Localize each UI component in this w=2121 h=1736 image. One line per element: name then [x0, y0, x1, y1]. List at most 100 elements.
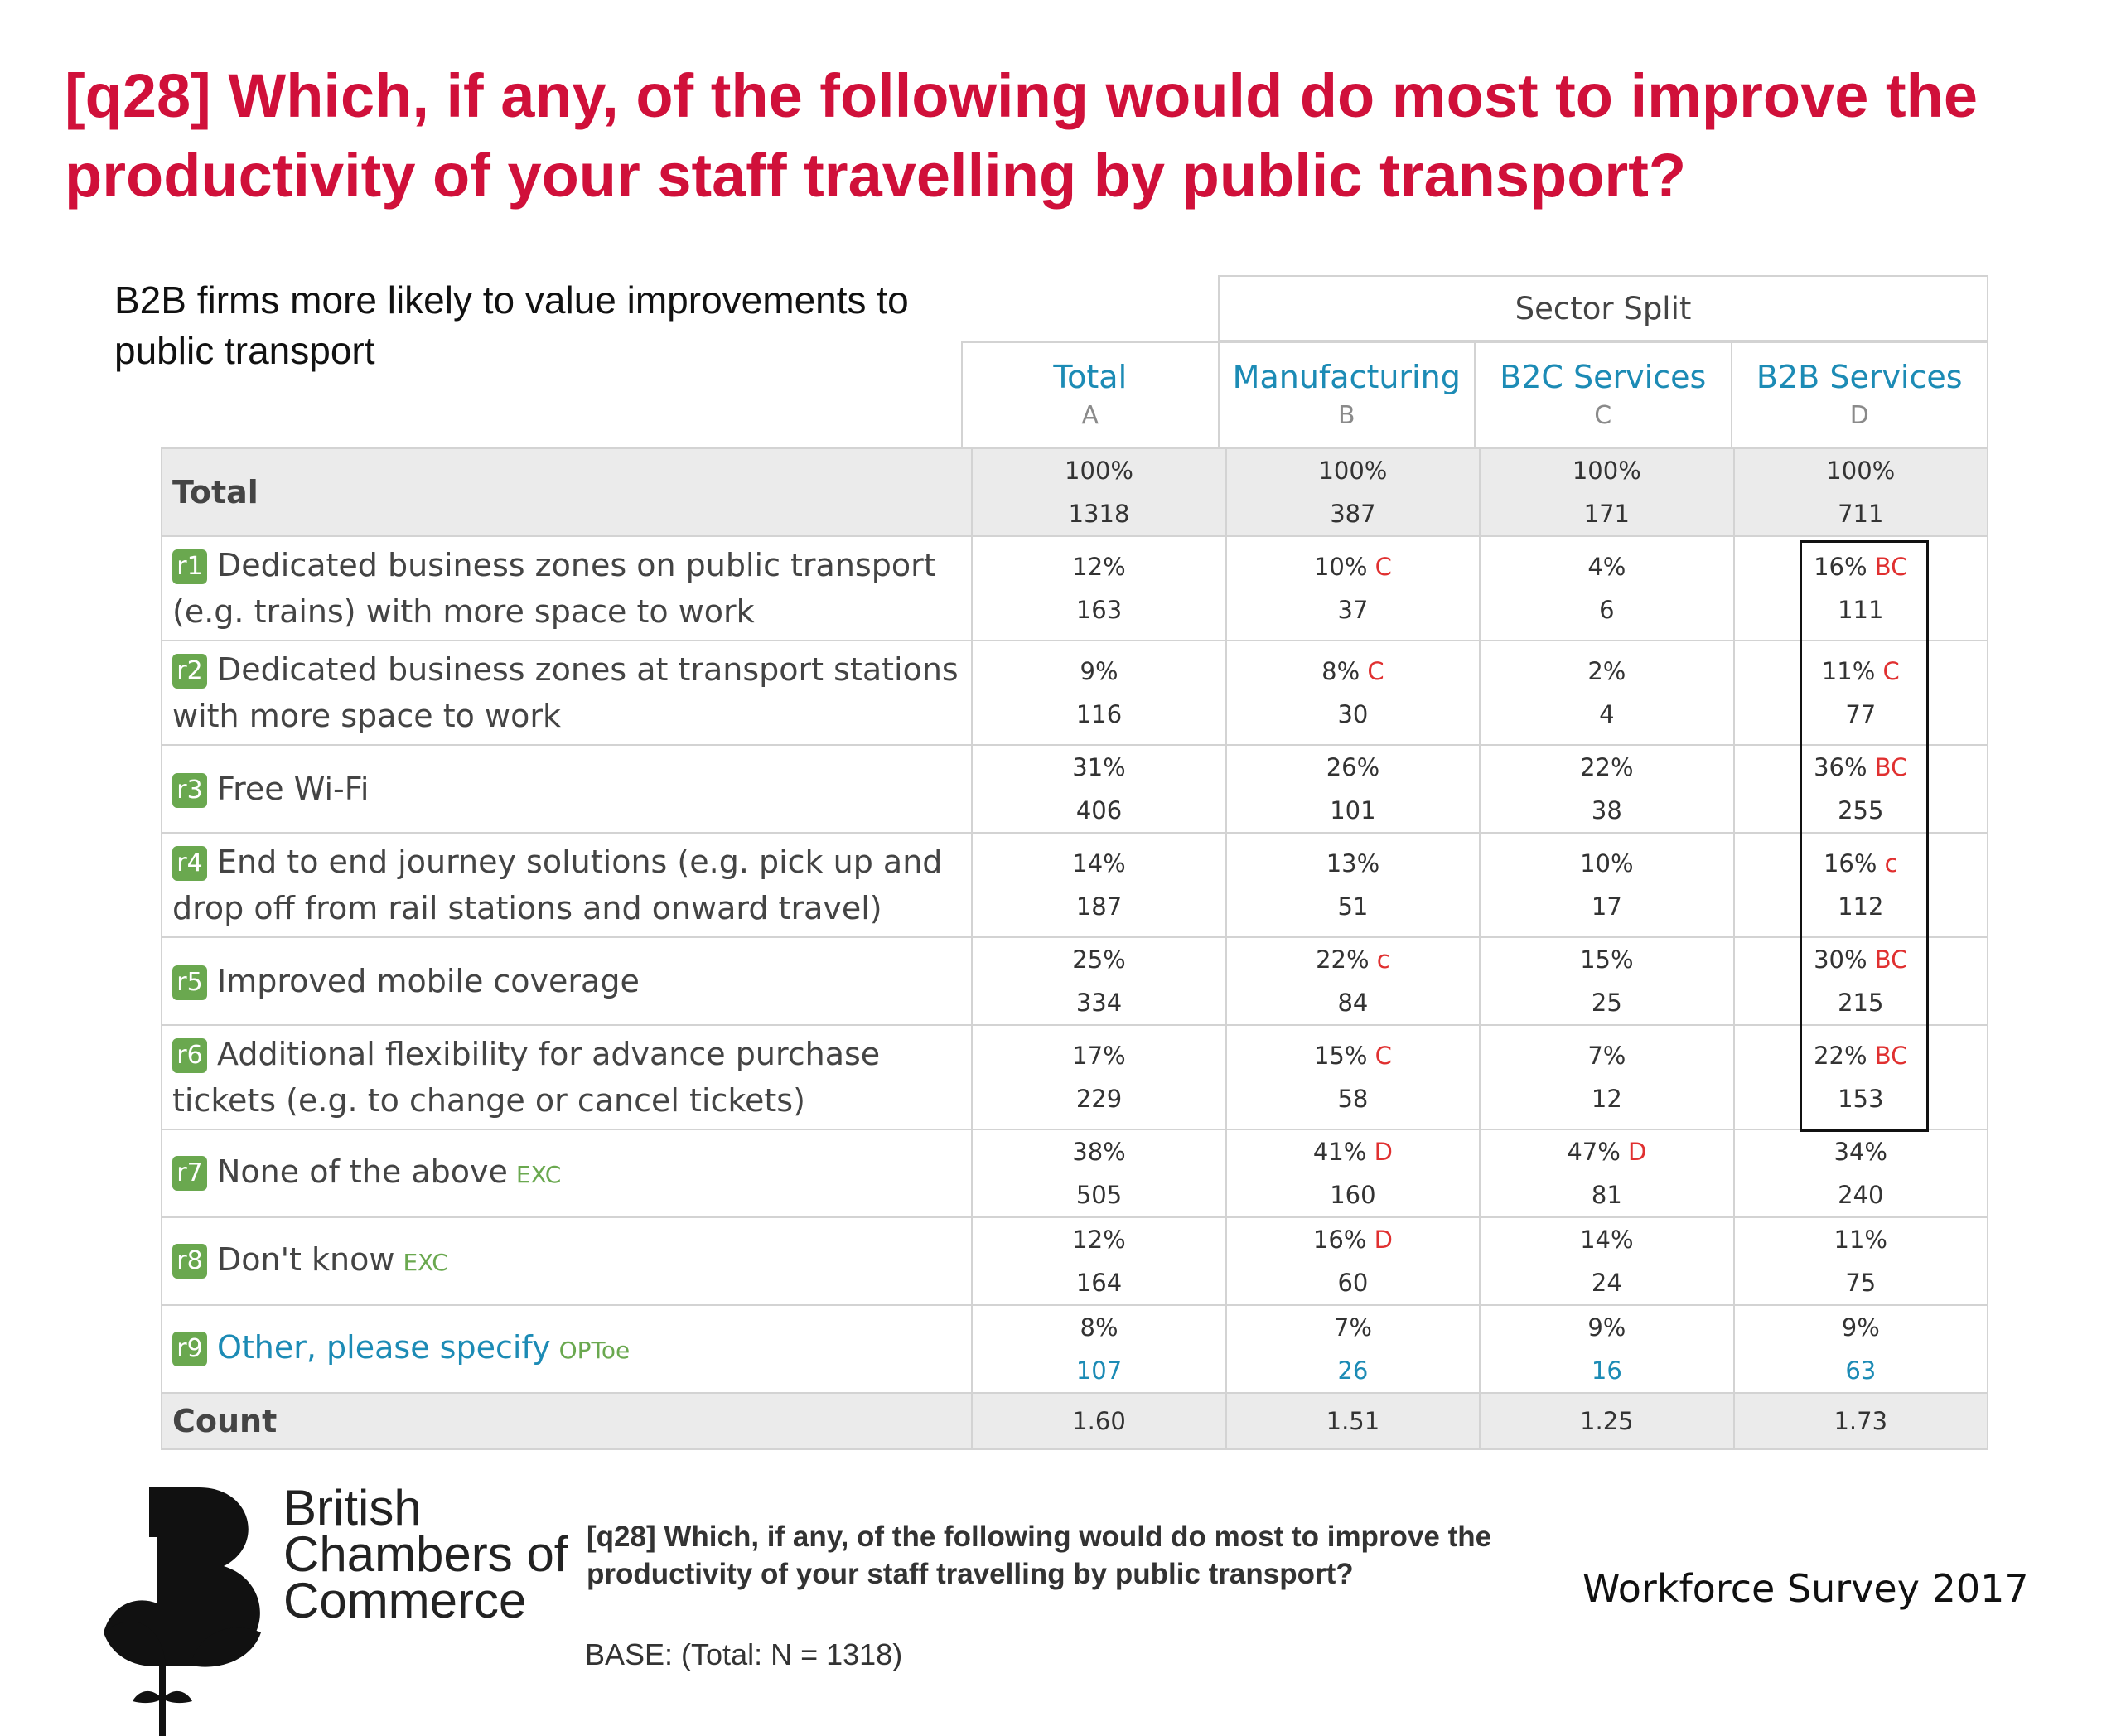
- cell-percent: 4%: [1587, 553, 1626, 581]
- cell-percent-line: 16% D: [1227, 1218, 1479, 1261]
- table-cell: 100% 171: [1479, 447, 1735, 537]
- table-row: r9 Other, please specify OPToe 8% 107 7% 26 9% 1…: [160, 1304, 1989, 1394]
- table-cell: 34% 240: [1732, 1129, 1989, 1218]
- table-row-total: Total 100% 1318 100% 387 100% 171 100% 711: [160, 447, 1989, 537]
- cell-percent: 9%: [1080, 657, 1118, 685]
- cell-count: 84: [1337, 989, 1369, 1017]
- cell-count: 153: [1838, 1085, 1884, 1113]
- table-row: r6 Additional flexibility for advance pur…: [160, 1024, 1989, 1130]
- column-name: Manufacturing: [1232, 359, 1461, 395]
- cell-percent-line: 25%: [973, 938, 1225, 981]
- cell-count: 711: [1838, 500, 1884, 528]
- table-cell: 12% 163: [971, 535, 1227, 641]
- cell-percent: 36%: [1814, 753, 1867, 781]
- table-cell: 12% 164: [971, 1216, 1227, 1306]
- cell-percent: 38%: [1072, 1138, 1126, 1166]
- page-title: [q28] Which, if any, of the following wo…: [65, 61, 1978, 210]
- logo-wordmark: British Chambers of Commerce: [283, 1483, 568, 1628]
- cell-percent-line: 31%: [973, 746, 1225, 789]
- cell-count: 229: [1075, 1085, 1123, 1113]
- table-cell: 8% C 30: [1225, 640, 1481, 746]
- table-cell: 17% 229: [971, 1024, 1227, 1130]
- table-row: r4 End to end journey solutions (e.g. pic…: [160, 832, 1989, 938]
- cell-percent-line: 9%: [1735, 1306, 1987, 1349]
- footer-base: BASE: (Total: N = 1318): [585, 1637, 903, 1671]
- cell-count: 77: [1845, 700, 1877, 728]
- table-cell: 36% BC 255: [1732, 744, 1989, 834]
- cell-count: 215: [1838, 989, 1884, 1017]
- column-name: B2B Services: [1756, 359, 1963, 395]
- row-label: Don't know: [217, 1241, 395, 1278]
- cell-percent-line: 9%: [1481, 1306, 1732, 1349]
- row-suffix: EXC: [515, 1161, 562, 1188]
- row-tag: r3: [172, 773, 207, 808]
- significance-marker: c: [1884, 849, 1898, 878]
- table-row: r2 Dedicated business zones at transport …: [160, 640, 1989, 746]
- table-cell: 22% 38: [1479, 744, 1735, 834]
- column-header-b2b-services: B2B Services D: [1730, 343, 1988, 449]
- significance-marker: C: [1367, 657, 1384, 685]
- count-value: 1.51: [1225, 1392, 1481, 1450]
- cell-percent: 2%: [1587, 657, 1626, 685]
- cell-percent: 41%: [1312, 1138, 1367, 1166]
- logo-line: Chambers of: [283, 1526, 568, 1582]
- cell-count: 101: [1330, 796, 1376, 824]
- cell-count: 240: [1838, 1181, 1884, 1209]
- cell-percent-line: 36% BC: [1735, 746, 1987, 789]
- table-cell: 15% C 58: [1225, 1024, 1481, 1130]
- cell-percent: 11%: [1821, 657, 1876, 685]
- table-cell: 31% 406: [971, 744, 1227, 834]
- subtitle: B2B firms more likely to value improveme…: [114, 278, 909, 372]
- table-cell: 100% 1318: [971, 447, 1227, 537]
- row-label: Dedicated business zones at transport st…: [172, 651, 959, 734]
- significance-marker: C: [1882, 657, 1900, 685]
- cell-count: 111: [1838, 596, 1884, 624]
- cell-percent-line: 34%: [1735, 1130, 1987, 1173]
- cell-percent: 15%: [1313, 1042, 1368, 1070]
- table-cell: 9% 116: [971, 640, 1227, 746]
- cell-count: 171: [1583, 500, 1630, 528]
- cell-percent: 47%: [1567, 1138, 1621, 1166]
- table-cell: 10% C 37: [1225, 535, 1481, 641]
- row-suffix: OPToe: [558, 1337, 631, 1364]
- cell-percent: 26%: [1326, 753, 1380, 781]
- count-value: 1.73: [1732, 1392, 1989, 1450]
- sector-split-header: Sector Split: [1218, 275, 1988, 341]
- table-cell: 47% D 81: [1479, 1129, 1735, 1218]
- cell-percent-line: 22% BC: [1735, 1034, 1987, 1077]
- table-cell: 16% BC 111: [1732, 535, 1989, 641]
- cell-percent-line: 4%: [1481, 545, 1732, 588]
- cell-percent-line: 12%: [973, 545, 1225, 588]
- table-cell: 14% 24: [1479, 1216, 1735, 1306]
- cell-percent: 14%: [1072, 849, 1126, 878]
- row-tag: r8: [172, 1244, 207, 1279]
- cell-percent-line: 8%: [973, 1306, 1225, 1349]
- row-label-cell: r7 None of the above EXC: [160, 1129, 974, 1218]
- cell-percent: 31%: [1072, 753, 1126, 781]
- table-cell: 15% 25: [1479, 936, 1735, 1026]
- logo-line: Commerce: [283, 1573, 527, 1628]
- row-label-cell: r2 Dedicated business zones at transport …: [160, 640, 974, 746]
- row-label: Additional flexibility for advance purch…: [172, 1036, 881, 1119]
- cell-percent-line: 47% D: [1481, 1130, 1732, 1173]
- cell-count: 107: [1075, 1356, 1123, 1385]
- row-label-cell: r8 Don't know EXC: [160, 1216, 974, 1306]
- column-name: B2C Services: [1500, 359, 1707, 395]
- row-label: Improved mobile coverage: [217, 963, 640, 999]
- row-tag: r7: [172, 1156, 207, 1191]
- table-row-count: Count 1.60 1.51 1.25 1.73: [160, 1392, 1989, 1450]
- row-tag: r9: [172, 1332, 207, 1366]
- significance-marker: C: [1375, 553, 1392, 581]
- table-cell: 7% 26: [1225, 1304, 1481, 1394]
- table-cell: 9% 63: [1732, 1304, 1989, 1394]
- cell-percent: 30%: [1814, 945, 1867, 974]
- table-row: r1 Dedicated business zones on public tra…: [160, 535, 1989, 641]
- cell-percent-line: 14%: [1481, 1218, 1732, 1261]
- table-cell: 38% 505: [971, 1129, 1227, 1218]
- row-label: Count: [160, 1392, 974, 1450]
- row-tag: r6: [172, 1038, 207, 1073]
- cell-percent-line: 41% D: [1227, 1130, 1479, 1173]
- bcc-logo-icon: [104, 1487, 261, 1736]
- cell-percent-line: 13%: [1227, 842, 1479, 885]
- cell-count: 75: [1845, 1269, 1877, 1297]
